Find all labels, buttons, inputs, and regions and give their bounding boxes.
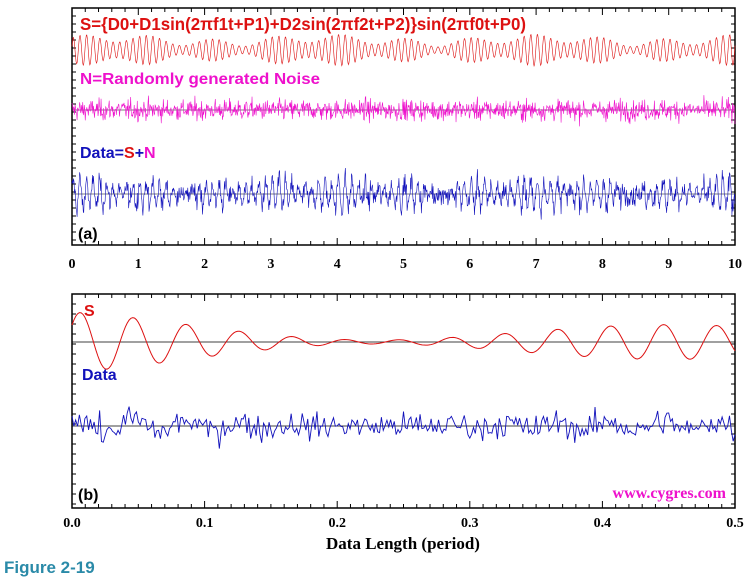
x-axis-title: Data Length (period) xyxy=(326,534,480,553)
x-tick-label: 3 xyxy=(267,257,274,272)
x-tick-label: 0.1 xyxy=(196,516,214,531)
data-label-n: N xyxy=(144,145,156,162)
panel-b-signal-trace xyxy=(71,312,736,370)
panel-b-label: (b) xyxy=(78,487,98,504)
data-label-s: S xyxy=(124,145,135,162)
panel-a-signal-label: S={D0+D1sin(2πf1t+P1)+D2sin(2πf2t+P2)}si… xyxy=(80,14,526,34)
panel-a-label: (a) xyxy=(78,226,98,243)
x-tick-label: 10 xyxy=(728,257,742,272)
x-tick-label: 7 xyxy=(533,257,540,272)
x-tick-label: 2 xyxy=(201,257,208,272)
x-tick-label: 4 xyxy=(334,257,341,272)
panel-b-x-tick-labels: 0.0 0.1 0.2 0.3 0.4 0.5 xyxy=(63,516,744,531)
x-tick-label: 0.4 xyxy=(594,516,612,531)
panel-a-noise-trace xyxy=(71,95,736,127)
x-tick-label: 0.0 xyxy=(63,516,81,531)
x-tick-label: 0.5 xyxy=(726,516,744,531)
x-tick-label: 5 xyxy=(400,257,407,272)
panel-a-data-label: Data=S+N xyxy=(80,145,156,162)
panel-b-data-trace xyxy=(71,406,736,449)
panel-a-noise-label: N=Randomly generated Noise xyxy=(80,71,320,88)
panel-b-signal-label: S xyxy=(84,303,95,320)
panel-a-signal-trace xyxy=(71,33,736,67)
x-tick-label: 1 xyxy=(135,257,142,272)
panel-b-frame xyxy=(71,293,736,509)
x-tick-label: 8 xyxy=(599,257,606,272)
figure-caption: Figure 2-19 xyxy=(4,558,95,577)
data-label-plus: + xyxy=(135,145,144,162)
website-label: www.cygres.com xyxy=(613,485,727,502)
panel-a-frame xyxy=(71,7,736,246)
x-tick-label: 9 xyxy=(665,257,672,272)
x-tick-label: 6 xyxy=(466,257,473,272)
x-tick-label: 0.3 xyxy=(461,516,479,531)
x-tick-label: 0 xyxy=(69,257,76,272)
x-tick-label: 0.2 xyxy=(328,516,346,531)
panel-b-ticks xyxy=(71,294,736,508)
panel-a-data-trace xyxy=(71,168,736,220)
panel-a-x-tick-labels: 0 1 2 3 4 5 6 7 8 9 10 xyxy=(69,257,743,272)
panel-a-ticks xyxy=(71,8,736,245)
panel-b-data-label: Data xyxy=(82,367,117,384)
data-label-prefix: Data= xyxy=(80,145,124,162)
